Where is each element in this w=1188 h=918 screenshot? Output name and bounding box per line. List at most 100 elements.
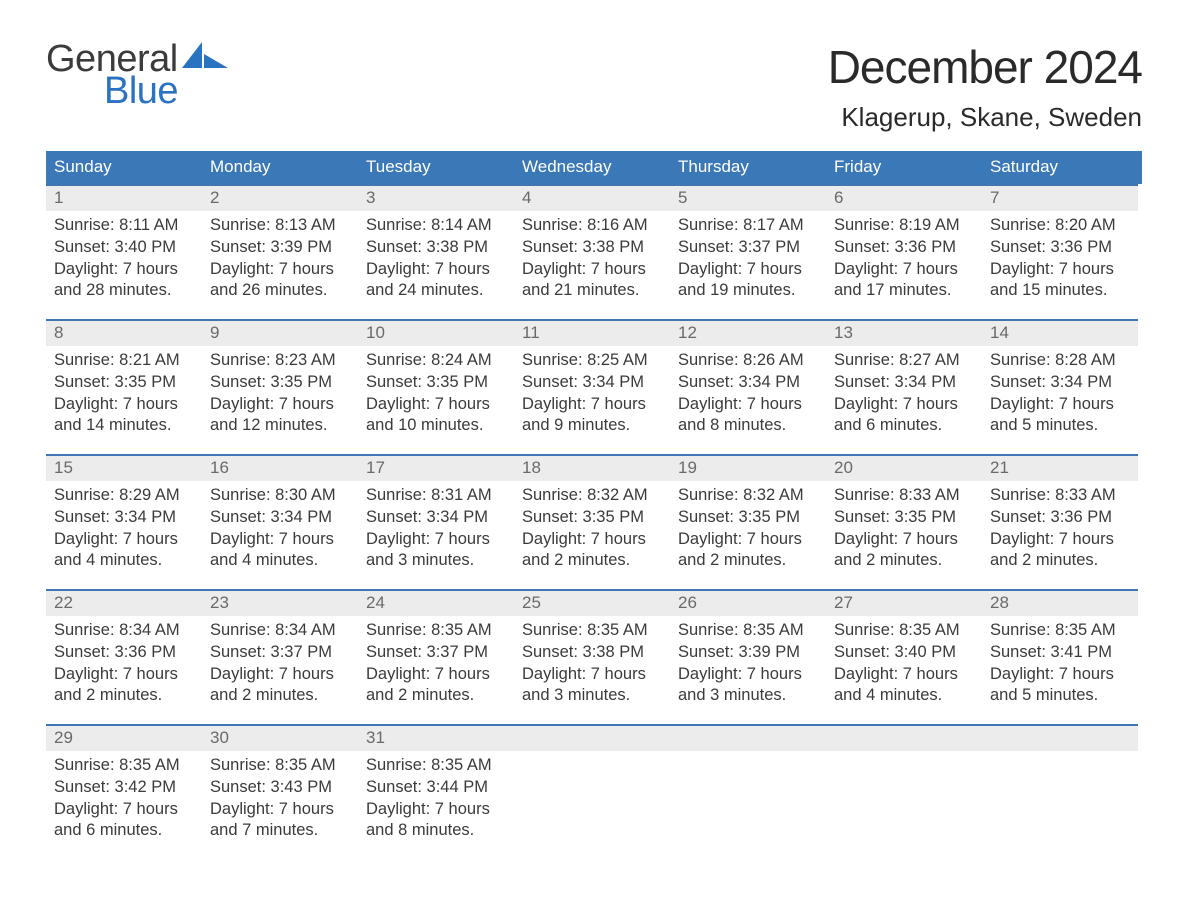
day-info-line: Daylight: 7 hours: [54, 799, 194, 821]
day-info-line: Sunset: 3:40 PM: [834, 642, 974, 664]
day-body: Sunrise: 8:32 AMSunset: 3:35 PMDaylight:…: [670, 481, 826, 583]
day-body: Sunrise: 8:35 AMSunset: 3:38 PMDaylight:…: [514, 616, 670, 718]
day-number: 4: [514, 184, 670, 211]
day-info-line: Sunrise: 8:27 AM: [834, 350, 974, 372]
calendar-day-cell: 12Sunrise: 8:26 AMSunset: 3:34 PMDayligh…: [670, 319, 826, 448]
day-number: 3: [358, 184, 514, 211]
day-info-line: and 2 minutes.: [522, 550, 662, 572]
day-info-line: Daylight: 7 hours: [54, 394, 194, 416]
day-info-line: Sunrise: 8:29 AM: [54, 485, 194, 507]
day-info-line: Sunrise: 8:35 AM: [54, 755, 194, 777]
calendar-day-cell: 18Sunrise: 8:32 AMSunset: 3:35 PMDayligh…: [514, 454, 670, 583]
day-number: 12: [670, 319, 826, 346]
day-info-line: Sunrise: 8:35 AM: [834, 620, 974, 642]
day-header-cell: Saturday: [982, 151, 1138, 184]
day-header-cell: Tuesday: [358, 151, 514, 184]
day-info-line: and 7 minutes.: [210, 820, 350, 842]
day-info-line: Sunset: 3:34 PM: [678, 372, 818, 394]
day-body: Sunrise: 8:32 AMSunset: 3:35 PMDaylight:…: [514, 481, 670, 583]
day-header-cell: Friday: [826, 151, 982, 184]
day-info-line: Sunset: 3:44 PM: [366, 777, 506, 799]
day-number-empty: [982, 724, 1138, 751]
day-info-line: Sunrise: 8:31 AM: [366, 485, 506, 507]
calendar-day-cell: [514, 724, 670, 853]
day-header-cell: Wednesday: [514, 151, 670, 184]
day-header-row: SundayMondayTuesdayWednesdayThursdayFrid…: [46, 151, 1142, 184]
calendar-day-cell: 26Sunrise: 8:35 AMSunset: 3:39 PMDayligh…: [670, 589, 826, 718]
day-info-line: Daylight: 7 hours: [210, 529, 350, 551]
day-body: Sunrise: 8:35 AMSunset: 3:44 PMDaylight:…: [358, 751, 514, 853]
day-number: 20: [826, 454, 982, 481]
calendar-day-cell: [982, 724, 1138, 853]
day-info-line: and 4 minutes.: [210, 550, 350, 572]
calendar-day-cell: 24Sunrise: 8:35 AMSunset: 3:37 PMDayligh…: [358, 589, 514, 718]
calendar-day-cell: 20Sunrise: 8:33 AMSunset: 3:35 PMDayligh…: [826, 454, 982, 583]
day-info-line: and 5 minutes.: [990, 415, 1130, 437]
day-info-line: Sunrise: 8:35 AM: [990, 620, 1130, 642]
day-info-line: Sunrise: 8:35 AM: [366, 620, 506, 642]
day-info-line: Sunset: 3:37 PM: [210, 642, 350, 664]
sail-icon: [182, 42, 228, 72]
day-info-line: Sunrise: 8:35 AM: [210, 755, 350, 777]
day-body: Sunrise: 8:13 AMSunset: 3:39 PMDaylight:…: [202, 211, 358, 313]
day-info-line: and 8 minutes.: [366, 820, 506, 842]
day-number: 31: [358, 724, 514, 751]
calendar-day-cell: 29Sunrise: 8:35 AMSunset: 3:42 PMDayligh…: [46, 724, 202, 853]
day-info-line: Sunset: 3:35 PM: [678, 507, 818, 529]
day-info-line: Sunset: 3:36 PM: [990, 237, 1130, 259]
day-info-line: and 21 minutes.: [522, 280, 662, 302]
calendar-day-cell: 8Sunrise: 8:21 AMSunset: 3:35 PMDaylight…: [46, 319, 202, 448]
day-info-line: Daylight: 7 hours: [678, 664, 818, 686]
day-info-line: Daylight: 7 hours: [522, 394, 662, 416]
day-info-line: Daylight: 7 hours: [834, 394, 974, 416]
day-number: 6: [826, 184, 982, 211]
day-info-line: Sunrise: 8:30 AM: [210, 485, 350, 507]
day-info-line: Daylight: 7 hours: [990, 529, 1130, 551]
day-info-line: and 2 minutes.: [990, 550, 1130, 572]
day-info-line: and 12 minutes.: [210, 415, 350, 437]
calendar-day-cell: 6Sunrise: 8:19 AMSunset: 3:36 PMDaylight…: [826, 184, 982, 313]
calendar-day-cell: 4Sunrise: 8:16 AMSunset: 3:38 PMDaylight…: [514, 184, 670, 313]
day-body: Sunrise: 8:25 AMSunset: 3:34 PMDaylight:…: [514, 346, 670, 448]
day-info-line: Daylight: 7 hours: [54, 664, 194, 686]
day-number: 1: [46, 184, 202, 211]
day-info-line: Sunset: 3:36 PM: [54, 642, 194, 664]
day-info-line: Sunrise: 8:33 AM: [834, 485, 974, 507]
day-info-line: Sunset: 3:37 PM: [678, 237, 818, 259]
day-info-line: Sunset: 3:36 PM: [834, 237, 974, 259]
day-number: 25: [514, 589, 670, 616]
day-info-line: Sunset: 3:38 PM: [522, 237, 662, 259]
day-info-line: Sunset: 3:42 PM: [54, 777, 194, 799]
day-body: Sunrise: 8:31 AMSunset: 3:34 PMDaylight:…: [358, 481, 514, 583]
calendar-day-cell: 22Sunrise: 8:34 AMSunset: 3:36 PMDayligh…: [46, 589, 202, 718]
day-info-line: Daylight: 7 hours: [366, 799, 506, 821]
calendar-day-cell: 9Sunrise: 8:23 AMSunset: 3:35 PMDaylight…: [202, 319, 358, 448]
day-body: Sunrise: 8:35 AMSunset: 3:41 PMDaylight:…: [982, 616, 1138, 718]
day-body: Sunrise: 8:24 AMSunset: 3:35 PMDaylight:…: [358, 346, 514, 448]
day-info-line: Daylight: 7 hours: [834, 664, 974, 686]
day-body: Sunrise: 8:19 AMSunset: 3:36 PMDaylight:…: [826, 211, 982, 313]
day-info-line: Sunrise: 8:34 AM: [54, 620, 194, 642]
day-body: Sunrise: 8:17 AMSunset: 3:37 PMDaylight:…: [670, 211, 826, 313]
day-info-line: Daylight: 7 hours: [366, 394, 506, 416]
day-header-cell: Monday: [202, 151, 358, 184]
day-info-line: Sunset: 3:34 PM: [366, 507, 506, 529]
day-info-line: Sunrise: 8:26 AM: [678, 350, 818, 372]
day-info-line: Sunset: 3:39 PM: [678, 642, 818, 664]
calendar-day-cell: 17Sunrise: 8:31 AMSunset: 3:34 PMDayligh…: [358, 454, 514, 583]
day-info-line: and 19 minutes.: [678, 280, 818, 302]
day-info-line: Sunset: 3:35 PM: [522, 507, 662, 529]
day-number: 26: [670, 589, 826, 616]
day-body: Sunrise: 8:14 AMSunset: 3:38 PMDaylight:…: [358, 211, 514, 313]
day-body: Sunrise: 8:35 AMSunset: 3:37 PMDaylight:…: [358, 616, 514, 718]
day-number: 15: [46, 454, 202, 481]
day-info-line: Sunset: 3:34 PM: [54, 507, 194, 529]
day-info-line: Sunset: 3:43 PM: [210, 777, 350, 799]
day-info-line: and 9 minutes.: [522, 415, 662, 437]
day-info-line: Sunset: 3:35 PM: [366, 372, 506, 394]
day-number-empty: [670, 724, 826, 751]
day-info-line: and 2 minutes.: [678, 550, 818, 572]
calendar-day-cell: 5Sunrise: 8:17 AMSunset: 3:37 PMDaylight…: [670, 184, 826, 313]
day-info-line: Sunrise: 8:35 AM: [366, 755, 506, 777]
day-info-line: Sunset: 3:39 PM: [210, 237, 350, 259]
